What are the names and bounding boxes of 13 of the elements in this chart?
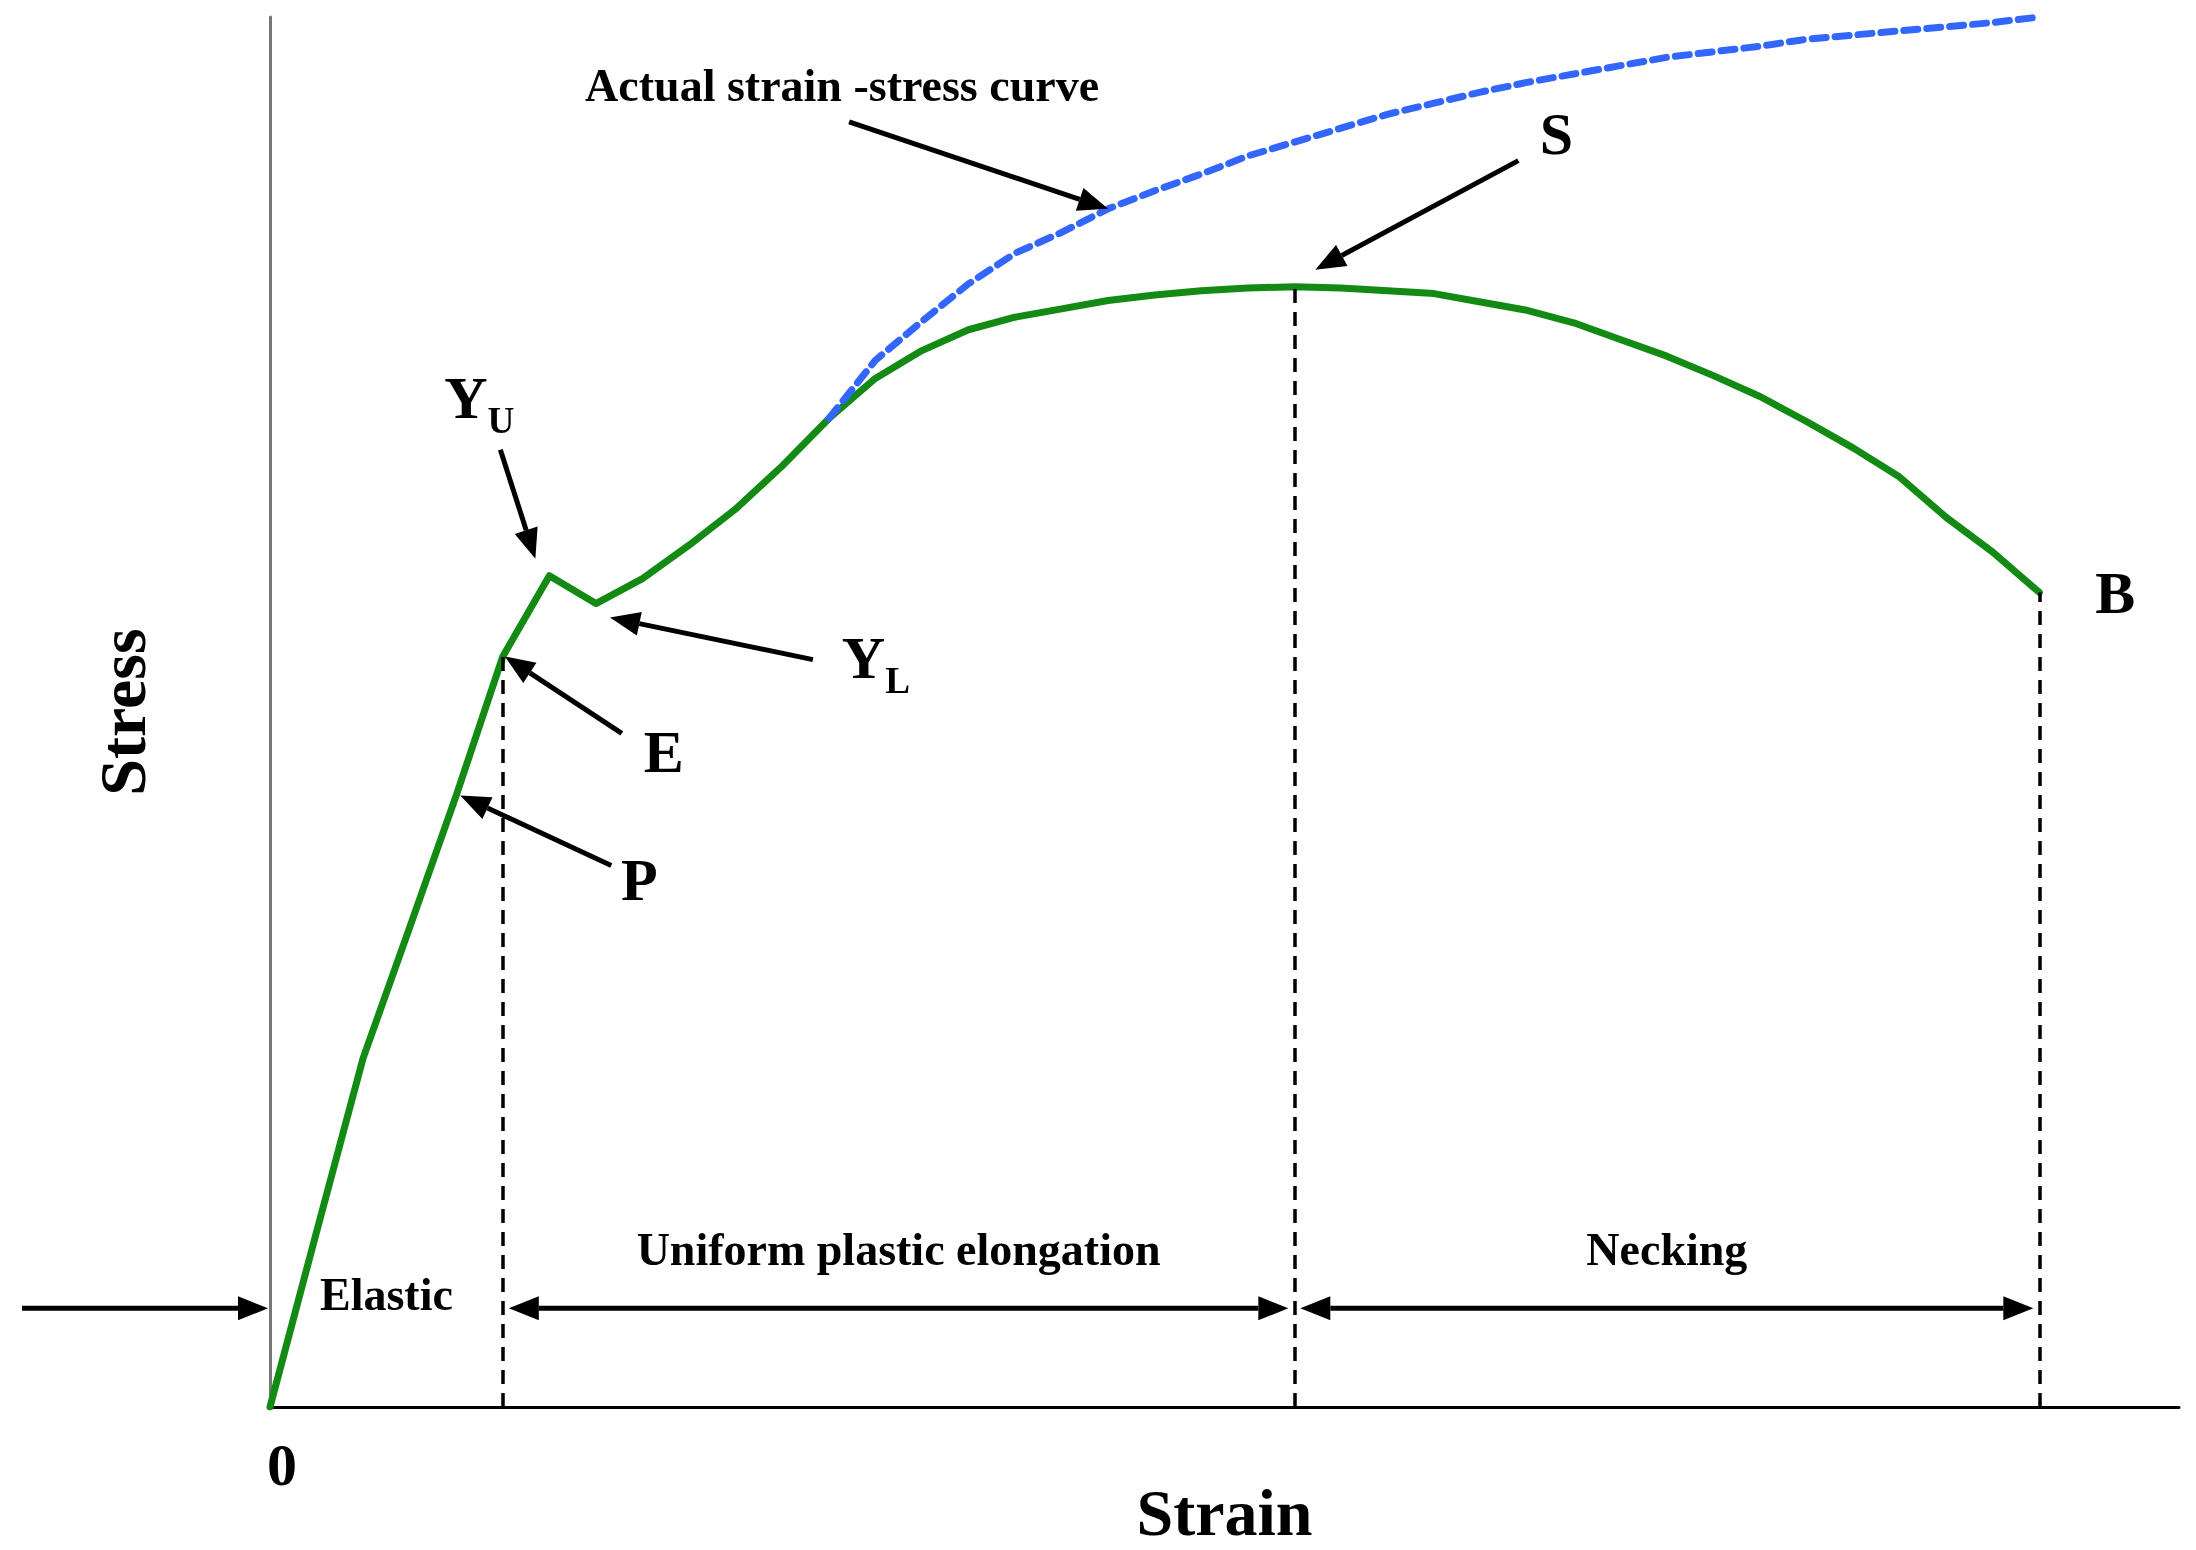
annotation: P: [620, 847, 658, 914]
text: 0: [267, 1431, 297, 1498]
annotation: Actual strain -stress curve: [585, 59, 1100, 111]
y-axis-title: Stress: [85, 628, 159, 796]
annotation: S: [1539, 100, 1574, 167]
annotation: E: [643, 719, 684, 786]
annotation: Y$_{U}$: [444, 364, 515, 441]
annotation: Elastic: [319, 1268, 453, 1320]
annotation: B: [2095, 560, 2136, 627]
annotation: Uniform plastic elongation: [636, 1223, 1161, 1275]
annotation: Y$_{L}$: [841, 624, 910, 701]
annotation: Necking: [1586, 1223, 1748, 1275]
x-axis-title: Strain: [1136, 1475, 1313, 1549]
